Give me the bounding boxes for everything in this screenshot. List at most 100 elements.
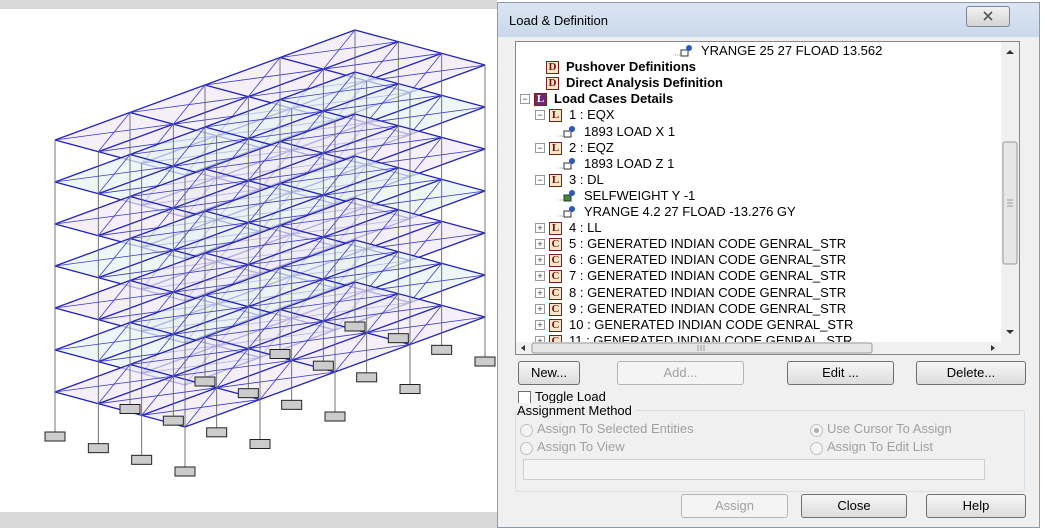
assignment-method-title: Assignment Method xyxy=(517,403,635,418)
tree-text: YRANGE 25 27 FLOAD 13.562 xyxy=(701,43,882,59)
tree-rows: YRANGE 25 27 FLOAD 13.562DPushover Defin… xyxy=(516,42,1001,342)
expander[interactable]: + xyxy=(535,239,545,249)
status-strip xyxy=(0,512,497,528)
radio-label: Assign To Edit List xyxy=(827,439,933,454)
dialog-title: Load & Definition xyxy=(509,13,608,28)
edit-button[interactable]: Edit ... xyxy=(787,361,894,385)
model xyxy=(45,30,495,476)
tree-row[interactable]: + C 8 : GENERATED INDIAN CODE GENRAL_STR xyxy=(516,285,1001,301)
footing xyxy=(207,428,227,437)
radio-label: Use Cursor To Assign xyxy=(827,421,952,436)
tree-row[interactable]: YRANGE 25 27 FLOAD 13.562 xyxy=(516,43,1001,59)
toolbar-strip xyxy=(0,0,497,9)
help-button[interactable]: Help xyxy=(926,494,1026,518)
tree-text: Direct Analysis Definition xyxy=(566,75,723,91)
tree-row[interactable]: 1893 LOAD X 1 xyxy=(516,124,1001,140)
tree-icon: L xyxy=(549,142,562,155)
horizontal-scrollbar[interactable] xyxy=(516,342,1019,354)
expander[interactable]: − xyxy=(520,94,530,104)
vertical-scrollbar[interactable] xyxy=(1001,42,1019,354)
tree-row[interactable]: + C 5 : GENERATED INDIAN CODE GENRAL_STR xyxy=(516,236,1001,252)
new-button[interactable]: New... xyxy=(518,361,580,385)
expander[interactable]: + xyxy=(535,255,545,265)
tree-row[interactable]: YRANGE 4.2 27 FLOAD -13.276 GY xyxy=(516,204,1001,220)
tree-icon: C xyxy=(549,335,562,342)
footing xyxy=(282,400,302,409)
radio-edit-list[interactable] xyxy=(810,442,823,455)
tree-icon: C xyxy=(549,319,562,332)
footing xyxy=(345,322,365,331)
radio-view[interactable] xyxy=(520,442,533,455)
footing xyxy=(195,377,215,386)
tree-row[interactable]: SELFWEIGHT Y -1 xyxy=(516,188,1001,204)
tree-icon: L xyxy=(549,109,562,122)
close-window[interactable] xyxy=(966,6,1010,27)
footing xyxy=(313,361,333,370)
footing xyxy=(432,345,452,354)
expander[interactable]: + xyxy=(535,288,545,298)
expander[interactable]: − xyxy=(535,143,545,153)
tree-row[interactable]: + C 6 : GENERATED INDIAN CODE GENRAL_STR xyxy=(516,252,1001,268)
expander[interactable]: + xyxy=(535,223,545,233)
title-bar: Load & Definition xyxy=(498,3,1039,37)
tree-icon: C xyxy=(549,238,562,251)
page: Load & Definition YRANGE 25 27 FLOAD 13.… xyxy=(0,0,1045,528)
footing xyxy=(120,405,140,414)
expander[interactable]: + xyxy=(535,304,545,314)
assign-button[interactable]: Assign xyxy=(681,494,788,518)
tree-text: 5 : GENERATED INDIAN CODE GENRAL_STR xyxy=(569,236,846,252)
tree-text: 6 : GENERATED INDIAN CODE GENRAL_STR xyxy=(569,252,846,268)
tree-row[interactable]: −L Load Cases Details xyxy=(516,91,1001,107)
tree-text: 1893 LOAD X 1 xyxy=(584,124,675,140)
structure-view xyxy=(0,0,497,528)
tree-text: 2 : EQZ xyxy=(569,140,614,156)
tree-row[interactable]: −L 2 : EQZ xyxy=(516,140,1001,156)
add-button[interactable]: Add... xyxy=(617,361,744,385)
tree-icon: D xyxy=(546,61,559,74)
tree-icon: C xyxy=(549,303,562,316)
footing xyxy=(45,432,65,441)
close-button[interactable]: Close xyxy=(801,494,907,518)
expander[interactable]: + xyxy=(535,271,545,281)
tree-icon: L xyxy=(534,93,547,106)
tree-text: 10 : GENERATED INDIAN CODE GENRAL_STR xyxy=(569,317,853,333)
tree-row[interactable]: 1893 LOAD Z 1 xyxy=(516,156,1001,172)
footing xyxy=(175,467,195,476)
tree-icon: L xyxy=(549,174,562,187)
tree-text: Load Cases Details xyxy=(554,91,673,107)
expander[interactable]: − xyxy=(535,175,545,185)
radio-label: Assign To View xyxy=(537,439,625,454)
tree-text: 8 : GENERATED INDIAN CODE GENRAL_STR xyxy=(569,285,846,301)
close-icon xyxy=(967,7,1009,26)
footing xyxy=(163,416,183,425)
tree-text: SELFWEIGHT Y -1 xyxy=(584,188,695,204)
tree-icon: C xyxy=(549,270,562,283)
tree-icon: C xyxy=(549,287,562,300)
tree-text: 11 : GENERATED INDIAN CODE GENRAL_STR xyxy=(569,333,852,342)
footing xyxy=(132,455,152,464)
toggle-load-label: Toggle Load xyxy=(535,389,606,404)
tree-icon: L xyxy=(549,222,562,235)
expander[interactable]: + xyxy=(535,320,545,330)
footing xyxy=(88,444,108,453)
tree-icon: C xyxy=(549,254,562,267)
expander[interactable]: − xyxy=(535,110,545,120)
radio-selected-entities[interactable] xyxy=(520,424,533,437)
footing xyxy=(238,389,258,398)
delete-button[interactable]: Delete... xyxy=(916,361,1026,385)
footing xyxy=(388,334,408,343)
tree-row[interactable]: + C 10 : GENERATED INDIAN CODE GENRAL_STR xyxy=(516,317,1001,333)
edit-list-field[interactable] xyxy=(523,459,985,480)
footing xyxy=(357,373,377,382)
radio-cursor[interactable] xyxy=(810,424,823,437)
load-definition-dialog: Load & Definition YRANGE 25 27 FLOAD 13.… xyxy=(497,2,1040,528)
